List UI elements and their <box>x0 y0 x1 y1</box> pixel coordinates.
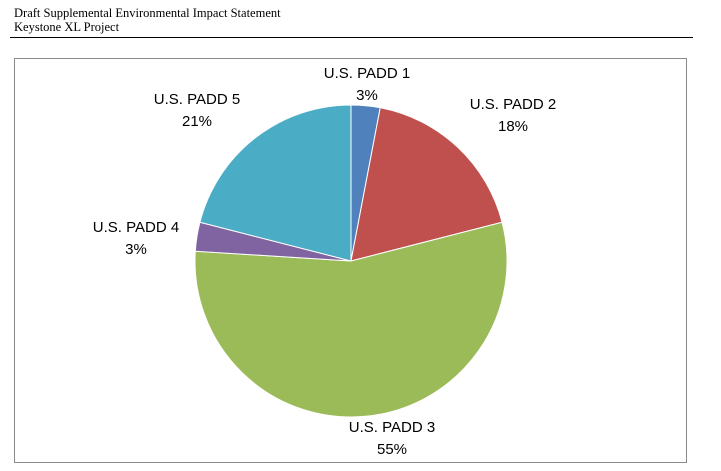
document-subtitle: Keystone XL Project <box>14 20 120 34</box>
slice-value-label-u-s-padd-5: 21% <box>182 113 212 130</box>
pie-slice-u-s-padd-2 <box>350 107 503 262</box>
slice-name-label-u-s-padd-1: U.S. PADD 1 <box>324 65 410 82</box>
header-divider <box>10 37 693 38</box>
slice-value-label-u-s-padd-2: 18% <box>498 118 528 135</box>
slice-name-label-u-s-padd-5: U.S. PADD 5 <box>154 91 240 108</box>
document-title: Draft Supplemental Environmental Impact … <box>14 6 281 20</box>
slice-value-label-u-s-padd-4: 3% <box>125 241 147 258</box>
document-header: Draft Supplemental Environmental Impact … <box>14 6 281 34</box>
pie-slice-u-s-padd-3 <box>194 221 508 418</box>
slice-name-label-u-s-padd-3: U.S. PADD 3 <box>349 419 435 436</box>
slice-value-label-u-s-padd-3: 55% <box>377 441 407 458</box>
pie-slice-u-s-padd-5 <box>199 104 352 262</box>
slice-name-label-u-s-padd-4: U.S. PADD 4 <box>93 219 179 236</box>
slice-value-label-u-s-padd-1: 3% <box>356 87 378 104</box>
slice-name-label-u-s-padd-2: U.S. PADD 2 <box>470 96 556 113</box>
